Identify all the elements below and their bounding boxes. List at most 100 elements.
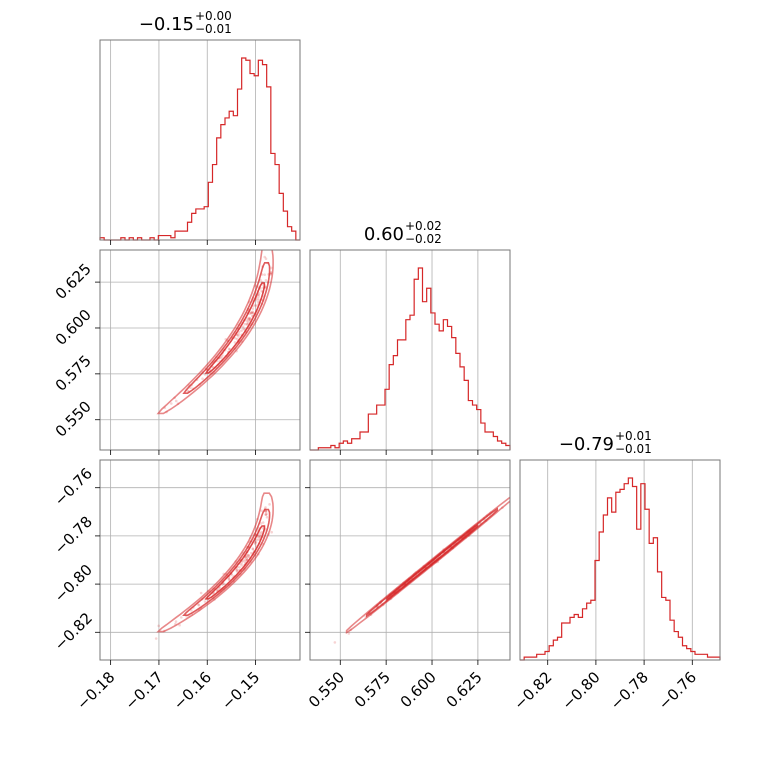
scatter-point — [245, 323, 249, 326]
scatter-point — [154, 637, 158, 640]
scatter-point — [186, 389, 190, 393]
histogram-step-line — [99, 57, 300, 241]
scatter-point — [243, 560, 247, 564]
scatter-point — [203, 600, 207, 603]
scatter-point — [235, 569, 239, 572]
scatter-point — [251, 547, 255, 550]
scatter-point — [259, 522, 263, 525]
scatter-point — [245, 319, 249, 323]
contour-level-3 — [156, 492, 274, 633]
scatter-point — [248, 317, 252, 321]
scatter-point — [227, 577, 231, 581]
scatter-point — [256, 297, 260, 300]
scatter-point — [245, 557, 248, 560]
scatter-point — [237, 335, 240, 338]
param-title-plus: +0.01 — [615, 429, 652, 443]
contour-level-3 — [156, 250, 274, 415]
x-tick-label: −0.15 — [218, 668, 263, 713]
scatter-point — [269, 271, 273, 274]
scatter-point — [347, 632, 351, 635]
param-title-minus: −0.01 — [615, 442, 652, 456]
scatter-point — [227, 347, 231, 351]
scatter-panel-0-2: −0.82−0.80−0.78−0.76 — [51, 459, 301, 665]
scatter-point — [254, 540, 258, 544]
scatter-point — [256, 300, 260, 304]
param-title-median: 0.60 — [364, 224, 404, 245]
scatter-point — [222, 582, 226, 585]
param-title-plus: +0.02 — [405, 219, 442, 233]
scatter-point — [249, 551, 253, 555]
param-title-plus: +0.00 — [195, 9, 232, 23]
y-tick-label: 0.575 — [52, 352, 95, 395]
scatter-panel-1-2 — [305, 459, 511, 665]
scatter-point — [257, 535, 260, 538]
scatter-point — [333, 641, 337, 644]
scatter-point — [248, 312, 252, 315]
scatter-point — [201, 377, 204, 381]
scatter-point — [254, 303, 257, 307]
y-tick-label: −0.78 — [51, 513, 96, 558]
x-tick-labels: −0.18 −0.17 −0.16 −0.15 0.550 0.575 0.600 0.625… — [73, 668, 700, 713]
param-title-minus: −0.02 — [405, 232, 442, 246]
panel-frame — [99, 249, 301, 451]
y-tick-label: −0.76 — [51, 464, 96, 509]
scatter-point — [255, 298, 258, 302]
scatter-point — [246, 555, 249, 559]
x-tick-label: 0.625 — [443, 668, 486, 711]
contour-level-3 — [345, 496, 510, 634]
scatter-point — [170, 402, 173, 405]
scatter-point — [248, 316, 252, 320]
scatter-point — [264, 257, 268, 261]
contour-level-1 — [204, 525, 266, 600]
scatter-point — [242, 327, 245, 331]
scatter-point — [247, 553, 251, 557]
scatter-point — [157, 624, 160, 628]
scatter-point — [240, 329, 243, 332]
scatter-point — [246, 553, 250, 557]
scatter-point — [260, 509, 263, 512]
scatter-point — [261, 521, 265, 524]
scatter-point — [270, 530, 273, 534]
scatter-point — [265, 512, 268, 516]
panel-frame — [99, 39, 301, 241]
contour-level-1 — [204, 282, 266, 374]
param-title-median: −0.15 — [139, 14, 194, 35]
scatter-point — [264, 278, 268, 282]
scatter-point — [258, 534, 261, 537]
panel-frame — [309, 249, 511, 451]
scatter-point — [220, 356, 223, 359]
x-tick-label: 0.575 — [351, 668, 394, 711]
scatter-point — [233, 341, 237, 344]
scatter-point — [237, 333, 241, 336]
scatter-point — [251, 311, 255, 315]
histogram-panel-2: −0.79 +0.01−0.01 — [519, 429, 721, 665]
scatter-point — [250, 311, 253, 315]
y-tick-label: 0.625 — [52, 260, 95, 303]
scatter-point — [257, 293, 260, 297]
scatter-point — [174, 399, 178, 403]
scatter-point — [251, 310, 254, 314]
histogram-panel-1: 0.60 +0.02−0.02 — [309, 219, 511, 455]
scatter-point — [245, 322, 249, 326]
scatter-point — [251, 307, 255, 310]
scatter-point — [258, 535, 262, 538]
scatter-point — [243, 558, 247, 562]
scatter-point — [247, 317, 251, 321]
y-tick-label: 0.600 — [52, 306, 95, 349]
scatter-point — [254, 304, 258, 308]
histogram-panel-0: −0.15 +0.00−0.01 — [99, 9, 301, 245]
scatter-point — [257, 295, 260, 298]
x-tick-label: 0.550 — [305, 668, 348, 711]
scatter-point — [260, 530, 264, 534]
y-tick-label: 0.550 — [52, 397, 95, 440]
scatter-point — [257, 291, 261, 295]
scatter-point — [241, 325, 245, 328]
scatter-point — [178, 623, 181, 627]
scatter-point — [238, 565, 241, 569]
panel-frame — [99, 459, 301, 661]
scatter-point — [251, 547, 255, 551]
scatter-point — [246, 317, 249, 320]
panel-frame — [309, 459, 511, 661]
scatter-point — [265, 515, 269, 519]
